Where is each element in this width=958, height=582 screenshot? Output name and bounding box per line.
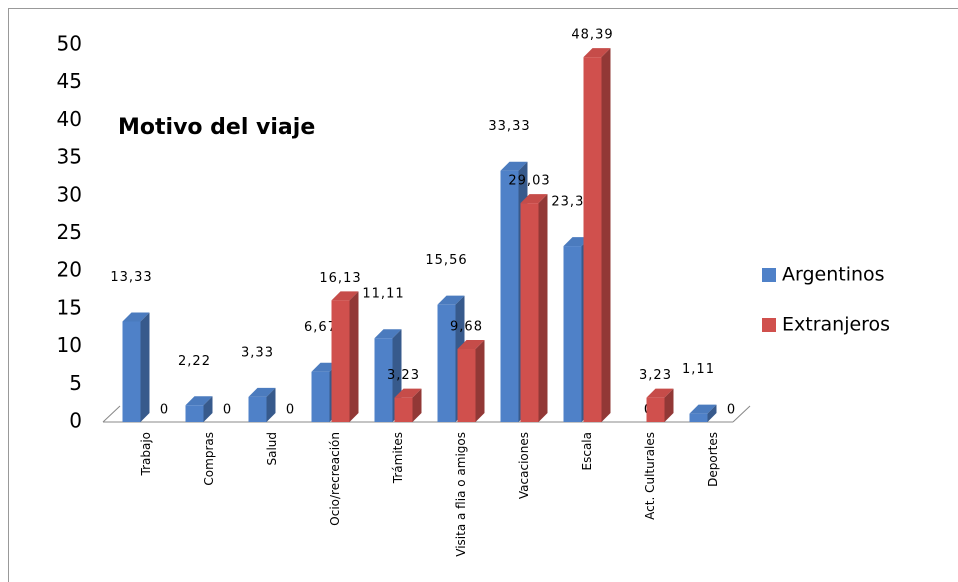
y-tick-label: 30 bbox=[57, 182, 82, 206]
value-label: 29,03 bbox=[508, 174, 550, 189]
bar bbox=[689, 413, 708, 422]
x-tick-label: Compras bbox=[202, 432, 216, 486]
bar-side bbox=[538, 194, 548, 422]
chart-frame bbox=[8, 8, 958, 582]
bar bbox=[311, 371, 330, 422]
y-tick-label: 20 bbox=[57, 258, 82, 282]
legend-swatch bbox=[762, 318, 776, 332]
legend-label: Extranjeros bbox=[782, 314, 890, 336]
value-label: 0 bbox=[160, 403, 169, 418]
x-tick-label: Vacaciones bbox=[517, 432, 531, 499]
y-tick-label: 25 bbox=[57, 220, 82, 244]
floor-side bbox=[732, 405, 751, 423]
bar-side bbox=[601, 48, 611, 422]
bar-side bbox=[412, 388, 422, 422]
bar bbox=[437, 304, 456, 422]
bar-side bbox=[266, 387, 276, 422]
bar-side bbox=[349, 291, 359, 422]
y-tick-label: 45 bbox=[57, 69, 82, 93]
bar bbox=[185, 405, 204, 422]
floor bbox=[102, 405, 751, 423]
y-tick-label: 40 bbox=[57, 107, 82, 131]
bar bbox=[563, 246, 582, 422]
bar bbox=[583, 57, 602, 422]
bar-side bbox=[203, 396, 213, 422]
x-tick-label: Salud bbox=[265, 432, 279, 466]
y-tick-label: 0 bbox=[69, 409, 82, 433]
x-tick-label: Visita a flia o amigos bbox=[454, 432, 468, 557]
bar bbox=[500, 170, 519, 422]
value-label: 13,33 bbox=[110, 270, 152, 285]
legend-label: Argentinos bbox=[782, 264, 885, 286]
value-label: 0 bbox=[727, 403, 736, 418]
bar bbox=[457, 349, 476, 422]
bar-side bbox=[664, 388, 674, 422]
value-label: 16,13 bbox=[319, 271, 361, 286]
bar bbox=[394, 397, 413, 422]
value-label: 6,67 bbox=[304, 320, 337, 335]
x-tick-label: Act. Culturales bbox=[643, 432, 657, 520]
bar bbox=[646, 397, 665, 422]
value-label: 3,33 bbox=[241, 345, 274, 360]
legend-swatch bbox=[762, 268, 776, 282]
x-tick-label: Trámites bbox=[391, 432, 405, 484]
bar bbox=[374, 338, 393, 422]
x-tick-label: Ocio/recreación bbox=[328, 432, 342, 526]
y-tick-label: 15 bbox=[57, 295, 82, 319]
value-label: 9,68 bbox=[450, 320, 483, 335]
x-tick-label: Escala bbox=[580, 432, 594, 470]
chart-title: Motivo del viaje bbox=[118, 115, 315, 140]
x-tick-label: Deportes bbox=[706, 432, 720, 487]
value-label: 23,33 bbox=[551, 195, 593, 210]
bar-side bbox=[140, 312, 150, 422]
value-label: 1,11 bbox=[682, 362, 715, 377]
value-label: 3,23 bbox=[387, 368, 420, 383]
value-label: 15,56 bbox=[425, 253, 467, 268]
value-label: 48,39 bbox=[571, 28, 613, 43]
bar bbox=[248, 396, 267, 422]
y-tick-label: 5 bbox=[69, 371, 82, 395]
floor-left bbox=[102, 405, 121, 423]
bar bbox=[331, 300, 350, 422]
bar bbox=[122, 321, 141, 422]
value-label: 33,33 bbox=[488, 119, 530, 134]
bar-side bbox=[475, 340, 485, 422]
y-tick-label: 10 bbox=[57, 333, 82, 357]
y-tick-label: 50 bbox=[57, 32, 82, 56]
bar bbox=[520, 203, 539, 422]
value-label: 3,23 bbox=[639, 368, 672, 383]
x-tick-label: Trabajo bbox=[139, 432, 153, 477]
y-tick-label: 35 bbox=[57, 145, 82, 169]
value-label: 0 bbox=[286, 403, 295, 418]
value-label: 2,22 bbox=[178, 354, 211, 369]
bar-side bbox=[707, 404, 717, 422]
value-label: 0 bbox=[223, 403, 232, 418]
value-label: 11,11 bbox=[362, 287, 404, 302]
